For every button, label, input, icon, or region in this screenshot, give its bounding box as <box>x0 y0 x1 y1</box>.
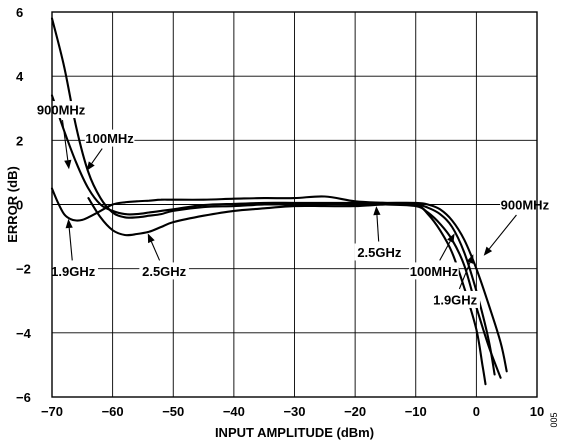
y-tick-label: 0 <box>16 198 23 213</box>
annotation-arrow-shaft <box>458 262 471 290</box>
y-tick-label: −6 <box>16 390 31 405</box>
x-tick-label: −20 <box>344 404 366 419</box>
x-tick-label: 0 <box>473 404 480 419</box>
annotation-arrow-head <box>64 159 72 170</box>
x-axis-label: INPUT AMPLITUDE (dBm) <box>215 425 374 440</box>
annotation-label-bg <box>36 101 86 119</box>
annotation-arrow-head <box>447 233 455 243</box>
annotation-arrow-shaft <box>91 148 103 164</box>
x-tick-label: −70 <box>41 404 63 419</box>
annotation-label-bg <box>430 290 480 308</box>
annotation-label-bg <box>354 243 405 261</box>
y-tick-label: 4 <box>16 69 24 84</box>
x-tick-label: 10 <box>530 404 544 419</box>
x-tick-label: −50 <box>162 404 184 419</box>
y-tick-label: 6 <box>16 5 23 20</box>
annotation-arrow-head <box>483 246 493 256</box>
annotation-arrows <box>61 119 517 290</box>
annotation-arrow-head <box>466 254 474 264</box>
annotation-arrow-shaft <box>376 215 380 242</box>
series-lines <box>50 17 508 386</box>
annotation-arrow-shaft <box>488 214 517 250</box>
annotation-arrow-head <box>86 161 95 171</box>
y-tick-label: −4 <box>16 326 32 341</box>
annotation-label-900mhz: 900MHz <box>501 198 550 213</box>
annotation-arrow-shaft <box>61 119 69 161</box>
annotation-label-bg <box>139 262 189 280</box>
series-line-19ghz <box>50 187 487 386</box>
y-tick-label: −2 <box>16 262 31 277</box>
x-tick-label: −60 <box>102 404 124 419</box>
y-tick-label: 2 <box>16 133 23 148</box>
annotation-label-100mhz: 100MHz <box>410 264 459 279</box>
annotation-label-900mhz: 900MHz <box>37 103 86 118</box>
annotation-label-25ghz: 2.5GHz <box>357 245 402 260</box>
annotation-label-100mhz: 100MHz <box>85 131 134 146</box>
annotation-arrow-shaft <box>439 240 451 261</box>
annotation-arrow-shaft <box>150 241 161 261</box>
annotation-label-bg <box>48 262 99 280</box>
annotation-arrow-head <box>147 233 155 244</box>
annotation-labels: 900MHz 100MHz 1.9GHz 2.5GHz 2.5GHz 900MHz 100M… <box>36 101 550 308</box>
x-tick-label: −30 <box>283 404 305 419</box>
figure-id: 005 <box>549 412 559 427</box>
x-tick-label: −10 <box>405 404 427 419</box>
annotation-label-25ghz: 2.5GHz <box>142 264 187 279</box>
x-tick-labels: −70 −60 −50 −40 −30 −20 −10 0 10 <box>41 404 544 419</box>
annotation-arrow-head <box>373 206 381 216</box>
annotation-arrow-shaft <box>68 227 73 261</box>
annotation-label-bg <box>84 129 135 147</box>
x-tick-label: −40 <box>223 404 245 419</box>
annotation-label-19ghz: 1.9GHz <box>51 264 96 279</box>
plot-frame <box>51 11 538 398</box>
annotation-label-19ghz: 1.9GHz <box>433 292 478 307</box>
series-line-900mhz <box>50 94 508 373</box>
y-tick-labels: −6 −4 −2 0 2 4 6 <box>16 5 32 405</box>
annotation-label-bg <box>409 262 459 280</box>
y-axis-label: ERROR (dB) <box>5 166 20 243</box>
series-line-25ghz <box>87 197 496 376</box>
annotation-arrow-head <box>65 218 73 229</box>
